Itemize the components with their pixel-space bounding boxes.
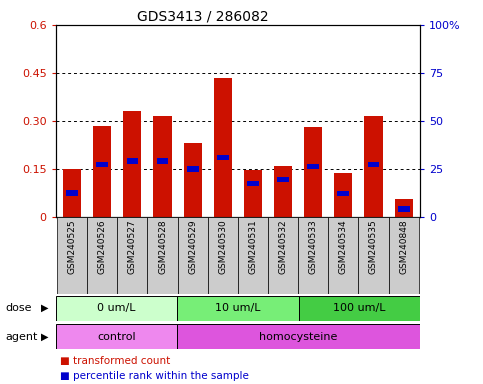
Text: control: control — [97, 332, 136, 342]
Text: GSM240526: GSM240526 — [98, 219, 107, 274]
Text: GSM240528: GSM240528 — [158, 219, 167, 274]
Bar — [307, 164, 319, 169]
Bar — [247, 181, 259, 186]
Text: 10 um/L: 10 um/L — [215, 303, 261, 313]
Bar — [187, 166, 199, 172]
Text: ■ percentile rank within the sample: ■ percentile rank within the sample — [60, 371, 249, 381]
Text: dose: dose — [6, 303, 32, 313]
Bar — [57, 217, 87, 294]
Text: GSM240534: GSM240534 — [339, 219, 348, 274]
Bar — [358, 217, 388, 294]
Bar — [177, 296, 298, 321]
Bar — [304, 127, 322, 217]
Text: 100 um/L: 100 um/L — [333, 303, 386, 313]
Bar — [66, 190, 78, 195]
Text: 0 um/L: 0 um/L — [97, 303, 136, 313]
Bar — [298, 217, 328, 294]
Text: GSM240533: GSM240533 — [309, 219, 318, 274]
Bar — [97, 162, 108, 167]
Bar — [238, 217, 268, 294]
Text: ▶: ▶ — [41, 332, 48, 342]
Bar — [154, 116, 171, 217]
Bar — [117, 217, 147, 294]
Bar — [338, 191, 349, 197]
Bar — [268, 217, 298, 294]
Bar — [147, 217, 178, 294]
Bar — [274, 166, 292, 217]
Bar — [365, 116, 383, 217]
Bar — [328, 217, 358, 294]
Text: homocysteine: homocysteine — [259, 332, 338, 342]
Bar — [244, 170, 262, 217]
Bar — [56, 324, 177, 349]
Bar — [56, 296, 177, 321]
Text: GSM240532: GSM240532 — [279, 219, 287, 274]
Bar — [298, 296, 420, 321]
Text: GSM240529: GSM240529 — [188, 219, 197, 274]
Bar — [368, 162, 379, 167]
Text: agent: agent — [6, 332, 38, 342]
Bar — [217, 155, 228, 161]
Text: GDS3413 / 286082: GDS3413 / 286082 — [137, 10, 269, 23]
Text: GSM240530: GSM240530 — [218, 219, 227, 274]
Bar — [395, 199, 412, 217]
Bar — [388, 217, 419, 294]
Bar — [178, 217, 208, 294]
Bar — [277, 177, 289, 182]
Text: ■ transformed count: ■ transformed count — [60, 356, 170, 366]
Text: GSM240525: GSM240525 — [68, 219, 77, 274]
Bar — [156, 159, 169, 164]
Bar — [63, 169, 81, 217]
Text: GSM240848: GSM240848 — [399, 219, 408, 274]
Bar — [334, 173, 353, 217]
Text: GSM240535: GSM240535 — [369, 219, 378, 274]
Text: GSM240527: GSM240527 — [128, 219, 137, 274]
Bar — [177, 324, 420, 349]
Bar — [184, 143, 202, 217]
Bar — [87, 217, 117, 294]
Bar — [123, 111, 142, 217]
Text: ▶: ▶ — [41, 303, 48, 313]
Bar — [208, 217, 238, 294]
Text: GSM240531: GSM240531 — [248, 219, 257, 274]
Bar — [398, 207, 410, 212]
Bar — [127, 159, 138, 164]
Bar — [93, 126, 111, 217]
Bar — [214, 78, 232, 217]
